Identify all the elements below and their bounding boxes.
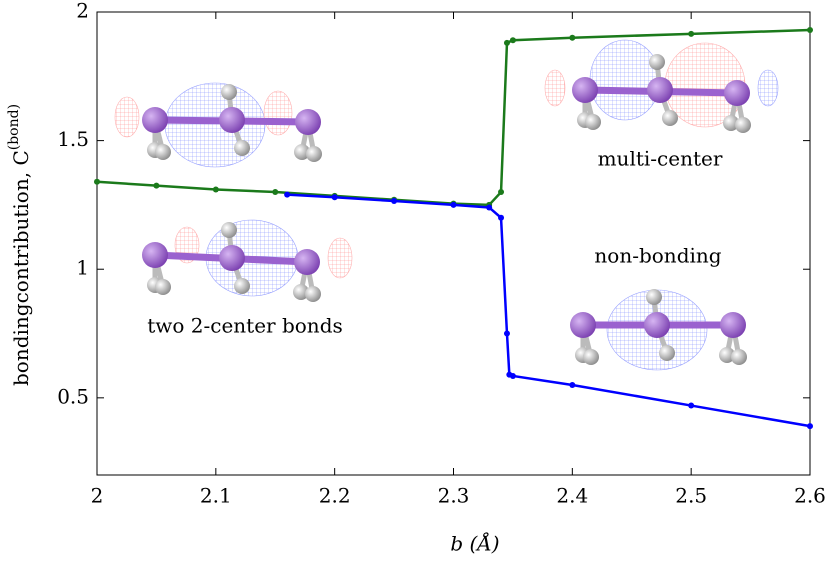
y-tick-label: 1 [76,256,89,280]
phosphorus-atom [294,249,320,275]
data-point [498,214,505,221]
phosphorus-atom [142,107,168,133]
data-point [284,191,291,198]
x-tick-label: 2.6 [794,484,826,508]
data-point [688,402,695,409]
y-axis-label: bondingcontribution, C(bond) [6,104,33,386]
data-point [391,198,398,205]
hydrogen-atom [221,84,237,100]
data-point [569,381,576,388]
hydrogen-atom [723,115,739,131]
phosphorus-atom [572,77,598,103]
orbital-lobe [114,96,140,138]
hydrogen-atom [659,345,675,361]
orbital-lobe [164,82,266,168]
data-point [498,189,505,196]
data-point [807,423,813,430]
data-point [509,372,516,379]
annotation: two 2-center bonds [147,314,343,338]
orbital-lobe [327,237,353,279]
hydrogen-atom [585,114,601,130]
hydrogen-atom [662,110,678,126]
orbital-lobe [589,39,661,121]
x-tick-label: 2.3 [438,484,470,508]
y-tick-label: 1.5 [57,127,89,151]
data-point [212,186,219,193]
phosphorus-atom [142,242,168,268]
x-tick-label: 2.5 [675,484,707,508]
data-point [503,330,510,337]
data-point [807,27,813,34]
y-axis-label-superscript: (bond) [6,104,22,150]
hydrogen-atom [293,284,309,300]
hydrogen-atom [731,349,747,365]
hydrogen-atom [735,117,751,133]
orbital-lobe [757,69,779,107]
molecule-illustration [570,289,747,371]
phosphorus-atom [724,80,750,106]
orbital-lobe [263,90,293,136]
y-tick-label: 0.5 [57,384,89,408]
x-tick-label: 2.4 [556,484,588,508]
y-axis-label-text: bondingcontribution, C [9,150,33,386]
data-point [272,189,279,196]
hydrogen-atom [306,146,322,162]
series-line [96,28,811,207]
data-point [450,201,457,208]
phosphorus-atom [219,107,245,133]
hydrogen-atom [234,278,250,294]
molecule-illustration [114,82,322,168]
hydrogen-atom [155,279,171,295]
x-tick-label: 2.1 [200,484,232,508]
phosphorus-atom [644,312,670,338]
data-point [569,34,576,41]
data-point [486,204,493,211]
hydrogen-atom [719,347,735,363]
hydrogen-atom [305,286,321,302]
phosphorus-atom [570,312,596,338]
series-line [287,193,811,428]
data-point [94,178,100,185]
hydrogen-atom [234,140,250,156]
phosphorus-atom [720,312,746,338]
orbital-lobe [544,69,566,107]
data-point [503,39,510,46]
phosphorus-atom [219,245,245,271]
data-point [153,182,160,189]
hydrogen-atom [646,289,662,305]
y-tick-label: 2 [76,0,89,23]
annotation: multi-center [598,147,723,171]
hydrogen-atom [221,222,237,238]
x-tick-label: 2.2 [319,484,351,508]
data-point [331,194,338,201]
phosphorus-atom [295,109,321,135]
data-point [688,30,695,37]
x-axis-label: b (Å) [450,531,499,556]
phosphorus-atom [647,77,673,103]
molecule-illustration [142,219,353,302]
annotation: non-bonding [594,244,721,268]
hydrogen-atom [649,54,665,70]
hydrogen-atom [294,144,310,160]
hydrogen-atom [155,144,171,160]
molecule-illustration [544,39,779,133]
x-tick-label: 2 [91,484,104,508]
hydrogen-atom [583,349,599,365]
data-point [509,37,516,44]
